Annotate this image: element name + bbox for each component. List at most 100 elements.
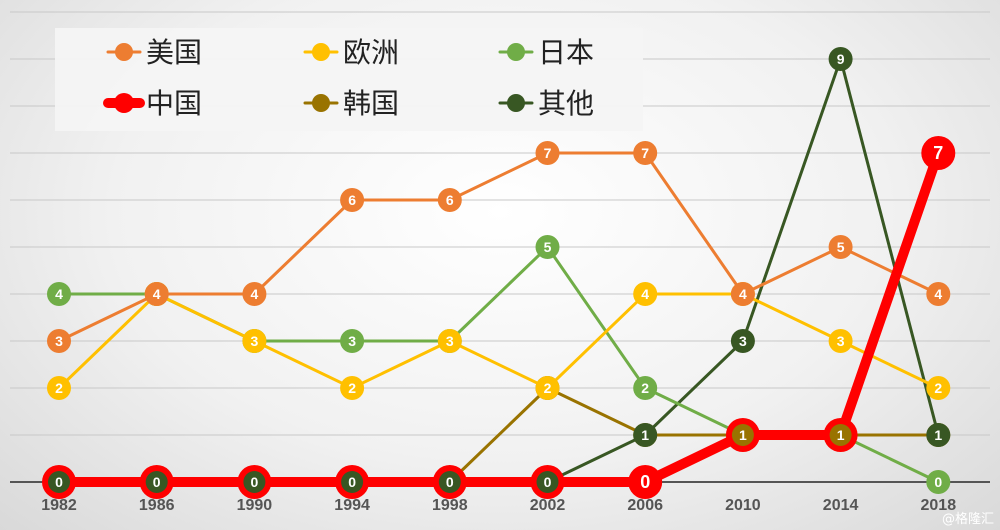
series-3: 0 0 0 0 0 0 0 1 1 7 — [42, 136, 956, 499]
data-label: 4 — [153, 286, 161, 302]
data-point — [536, 471, 559, 493]
x-tick-label: 1998 — [432, 497, 468, 514]
data-label: 4 — [641, 286, 649, 302]
data-label: 3 — [55, 333, 63, 349]
data-label: 4 — [55, 286, 63, 302]
data-point — [340, 188, 365, 212]
data-label: 3 — [446, 333, 454, 349]
data-label: 2 — [348, 380, 356, 396]
data-label: 4 — [739, 286, 747, 302]
x-tick-labels: 1982 1986 1990 1994 1998 2002 2006 2010 2014 2018 — [41, 497, 956, 514]
legend-swatch-marker — [312, 94, 330, 112]
data-point — [926, 282, 951, 306]
data-point — [144, 282, 169, 306]
data-point — [633, 423, 658, 447]
data-point — [828, 235, 853, 259]
x-tick-label: 1986 — [139, 497, 175, 514]
legend-swatch-marker — [507, 43, 525, 61]
data-label: 0 — [153, 474, 161, 490]
data-point — [437, 329, 462, 353]
legend-swatch-marker — [507, 94, 525, 112]
data-label: 1 — [934, 427, 942, 443]
data-label: 6 — [446, 192, 454, 208]
data-point — [921, 136, 956, 170]
data-point — [926, 470, 951, 494]
x-tick-label: 2010 — [725, 497, 761, 514]
data-label: 0 — [251, 474, 259, 490]
data-label: 3 — [251, 333, 259, 349]
x-tick-label: 2014 — [823, 497, 859, 514]
data-point — [535, 376, 560, 400]
data-point — [47, 376, 71, 400]
data-label: 6 — [348, 192, 356, 208]
data-label: 2 — [55, 380, 63, 396]
series-line — [57, 151, 940, 343]
x-tick-label: 1982 — [41, 497, 77, 514]
series-0: 3 4 4 6 6 7 7 4 5 4 — [47, 141, 951, 353]
data-point — [828, 47, 853, 71]
data-point — [535, 235, 560, 259]
data-label: 7 — [933, 143, 943, 163]
x-tick-label: 1994 — [334, 497, 370, 514]
data-label: 4 — [251, 286, 259, 302]
data-label: 0 — [446, 474, 454, 490]
data-point — [242, 329, 267, 353]
data-point — [47, 282, 71, 306]
series-line — [57, 292, 940, 390]
data-label: 0 — [55, 474, 63, 490]
data-label: 0 — [934, 474, 942, 490]
data-point — [829, 424, 852, 446]
data-label: 7 — [641, 145, 649, 161]
data-point — [242, 282, 267, 306]
legend-label: 日本 — [538, 36, 594, 69]
legend-label: 韩国 — [343, 87, 399, 120]
data-label: 3 — [348, 333, 356, 349]
data-point — [437, 188, 462, 212]
data-label: 9 — [837, 51, 845, 67]
data-label: 0 — [348, 474, 356, 490]
legend-label: 其他 — [538, 87, 594, 120]
legend-label: 欧洲 — [343, 36, 399, 69]
data-label: 7 — [544, 145, 552, 161]
data-point — [731, 424, 754, 446]
legend-swatch-marker — [115, 43, 133, 61]
legend-entry-5: 其他 — [498, 87, 594, 120]
data-point — [535, 141, 560, 165]
legend-entry-0: 美国 — [106, 36, 202, 69]
data-point — [926, 423, 951, 447]
legend-entry-1: 欧洲 — [303, 36, 399, 69]
data-point — [340, 376, 365, 400]
data-label: 2 — [641, 380, 649, 396]
legend-swatch-marker — [312, 43, 330, 61]
x-tick-label: 2006 — [627, 497, 663, 514]
data-point — [47, 329, 71, 353]
data-point — [48, 471, 70, 493]
legend-swatch-marker — [114, 93, 134, 113]
data-label: 3 — [837, 333, 845, 349]
data-point — [628, 465, 663, 499]
data-point — [730, 282, 755, 306]
data-point — [243, 471, 266, 493]
legend-label: 中国 — [146, 87, 202, 120]
data-label: 4 — [934, 286, 942, 302]
data-point — [926, 376, 951, 400]
legend-entry-4: 韩国 — [303, 87, 399, 120]
data-point — [341, 471, 364, 493]
series-line — [54, 148, 944, 487]
data-point — [340, 329, 365, 353]
legend-entry-3: 中国 — [103, 87, 202, 120]
x-tick-label: 2018 — [921, 497, 957, 514]
data-point — [145, 471, 168, 493]
data-label: 1 — [641, 427, 649, 443]
data-point — [633, 376, 658, 400]
data-label: 5 — [837, 239, 845, 255]
data-point — [438, 471, 461, 493]
data-label: 3 — [739, 333, 747, 349]
data-point — [633, 141, 658, 165]
watermark-text: @格隆汇 — [942, 511, 994, 527]
data-point — [633, 282, 658, 306]
data-label: 1 — [739, 427, 747, 443]
